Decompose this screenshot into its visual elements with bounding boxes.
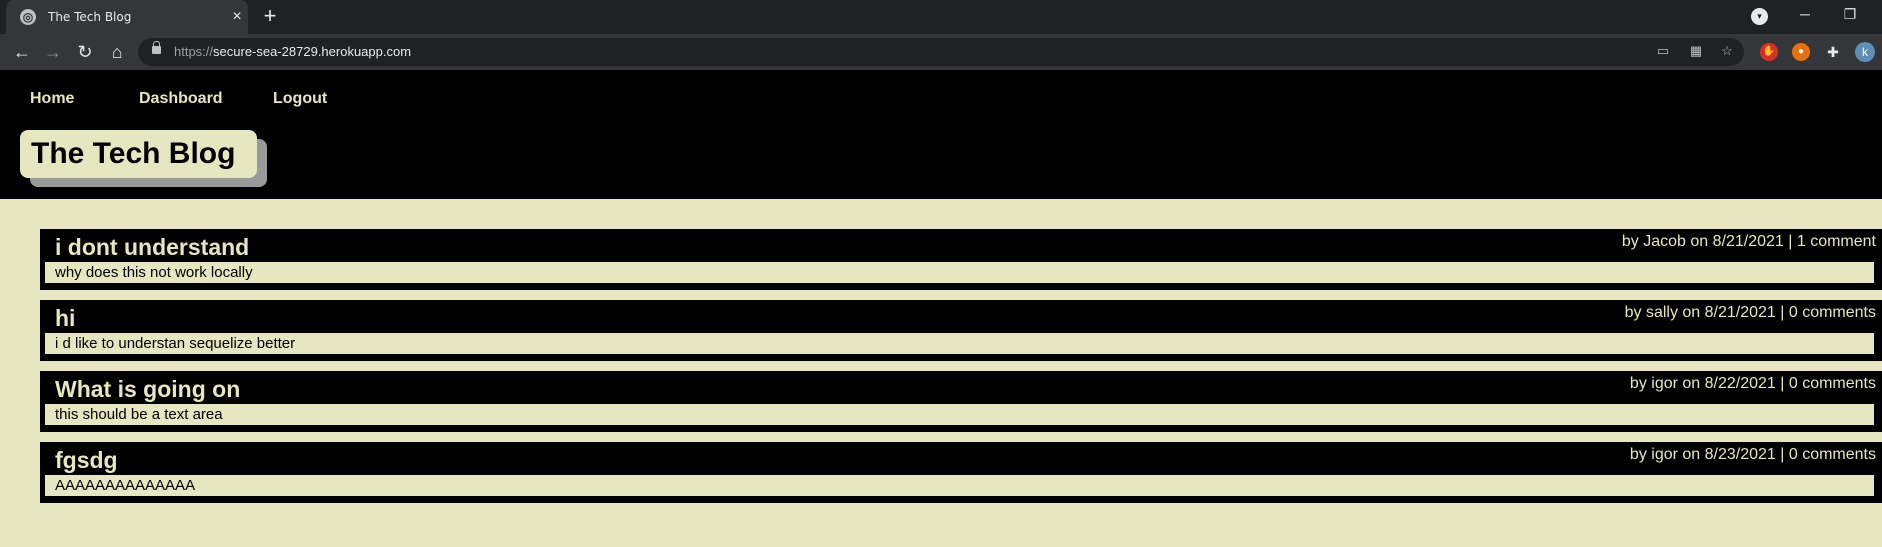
- close-tab-icon[interactable]: ×: [232, 8, 242, 25]
- reload-icon[interactable]: ↻: [77, 42, 93, 62]
- post-meta: by igor on 8/23/2021 | 0 comments: [1629, 446, 1876, 463]
- bookmark-star-icon[interactable]: ☆: [1721, 43, 1733, 58]
- post-card[interactable]: What is going on by igor on 8/22/2021 | …: [40, 371, 1882, 432]
- post-title[interactable]: fgsdg: [55, 447, 118, 473]
- post-title[interactable]: What is going on: [55, 376, 241, 402]
- post-card[interactable]: fgsdg by igor on 8/23/2021 | 0 comments …: [40, 442, 1882, 503]
- cast-icon[interactable]: ▭: [1656, 43, 1670, 58]
- nav-home-link[interactable]: Home: [30, 90, 75, 107]
- site-header: Home Dashboard Logout The Tech Blog: [0, 70, 1882, 199]
- post-card[interactable]: hi by sally on 8/21/2021 | 0 comments i …: [40, 300, 1882, 361]
- extension-red-icon[interactable]: ✋: [1760, 43, 1778, 61]
- nav-dashboard-link[interactable]: Dashboard: [139, 90, 223, 107]
- browser-toolbar: ← → ↻ ⌂ https://secure-sea-28729.herokua…: [0, 34, 1882, 70]
- site-title: The Tech Blog: [20, 130, 257, 178]
- forward-icon[interactable]: →: [44, 42, 62, 62]
- extension-orange-icon[interactable]: ●: [1792, 43, 1810, 61]
- post-title[interactable]: i dont understand: [55, 234, 250, 260]
- url-text[interactable]: https://secure-sea-28729.herokuapp.com: [174, 44, 412, 59]
- globe-icon: ◎: [20, 9, 36, 25]
- restore-icon[interactable]: ❐: [1843, 6, 1857, 22]
- post-card[interactable]: i dont understand by Jacob on 8/21/2021 …: [40, 229, 1882, 290]
- minimize-icon[interactable]: ─: [1800, 6, 1810, 22]
- post-meta: by sally on 8/21/2021 | 0 comments: [1624, 304, 1876, 321]
- post-body: i d like to understan sequelize better: [45, 333, 1874, 354]
- browser-tab[interactable]: ◎ The Tech Blog ×: [6, 0, 248, 34]
- new-tab-button[interactable]: +: [263, 3, 277, 28]
- tab-title: The Tech Blog: [48, 10, 132, 24]
- post-meta: by igor on 8/22/2021 | 0 comments: [1629, 375, 1876, 392]
- post-meta: by Jacob on 8/21/2021 | 1 comment: [1621, 233, 1876, 250]
- profile-avatar[interactable]: k: [1855, 42, 1875, 62]
- nav-logout-link[interactable]: Logout: [273, 90, 328, 107]
- post-list: i dont understand by Jacob on 8/21/2021 …: [40, 229, 1882, 513]
- extensions-puzzle-icon[interactable]: ✚: [1827, 44, 1839, 60]
- back-icon[interactable]: ←: [13, 42, 31, 62]
- post-body: why does this not work locally: [45, 262, 1874, 283]
- post-title[interactable]: hi: [55, 305, 76, 331]
- browser-tab-bar: ◎ The Tech Blog × + ▾ ─ ❐: [0, 0, 1882, 34]
- lock-icon: [152, 41, 161, 54]
- home-icon[interactable]: ⌂: [111, 42, 123, 62]
- qr-code-icon[interactable]: ▦: [1689, 43, 1703, 58]
- tab-search-icon[interactable]: ▾: [1751, 8, 1768, 25]
- post-body: AAAAAAAAAAAAAA: [45, 475, 1874, 496]
- address-bar[interactable]: https://secure-sea-28729.herokuapp.com ▭…: [138, 38, 1744, 66]
- post-body: this should be a text area: [45, 404, 1874, 425]
